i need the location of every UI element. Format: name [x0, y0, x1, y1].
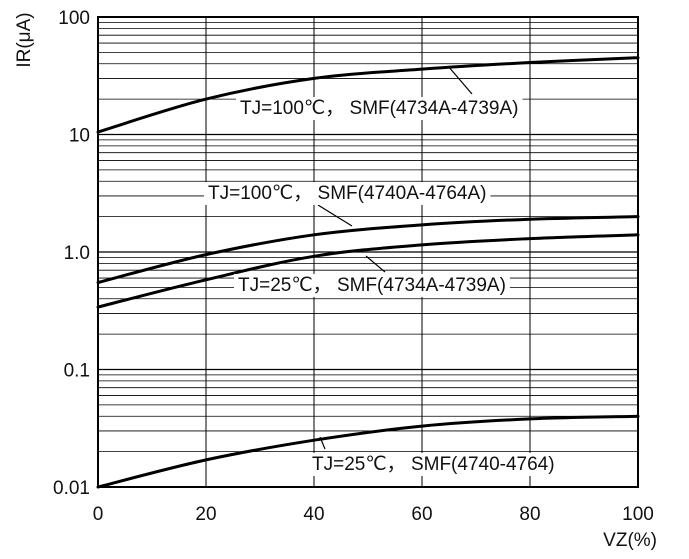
series-leader-2 — [317, 204, 353, 227]
series-label-4: TJ=25℃， SMF(4740-4764) — [312, 454, 555, 475]
series-label-background — [308, 453, 559, 476]
series-curve-4 — [96, 414, 640, 489]
series-label-3: TJ=25℃， SMF(4734A-4739A) — [238, 275, 506, 296]
x-tick-label: 80 — [519, 504, 540, 525]
x-axis-title: VZ(%) — [603, 530, 657, 551]
leader-lines — [317, 65, 473, 450]
plot-frame — [97, 16, 639, 488]
tick-labels: 0 20 40 60 80 100 0.01 0.1 1.0 10 100 — [53, 8, 654, 525]
series-label-background — [234, 274, 510, 297]
series-curve-2 — [96, 215, 640, 284]
curves — [96, 56, 640, 489]
series-curve-1 — [96, 56, 640, 134]
series-leader-1 — [447, 65, 473, 95]
series-leader-3 — [365, 255, 386, 273]
y-tick-label: 0.01 — [53, 478, 90, 499]
x-tick-label: 0 — [93, 504, 104, 525]
series-label-background — [204, 182, 491, 205]
series-label-2: TJ=100℃， SMF(4740A-4764A) — [208, 183, 487, 204]
series-curve-3 — [96, 233, 640, 309]
x-tick-label: 60 — [411, 504, 432, 525]
y-tick-label: 100 — [58, 8, 90, 29]
y-tick-label: 1.0 — [64, 243, 90, 264]
series-label-background — [236, 97, 523, 120]
x-tick-label: 40 — [303, 504, 324, 525]
y-tick-label: 10 — [69, 126, 90, 147]
x-tick-label: 20 — [195, 504, 216, 525]
series-label-1: TJ=100℃， SMF(4734A-4739A) — [240, 98, 519, 119]
series-leader-4 — [319, 436, 326, 450]
series-labels: TJ=100℃， SMF(4734A-4739A) TJ=100℃， SMF(47… — [204, 97, 559, 476]
y-axis-title: IR(μA) — [14, 12, 35, 67]
x-tick-label: 100 — [622, 504, 654, 525]
y-tick-label: 0.1 — [64, 361, 90, 382]
